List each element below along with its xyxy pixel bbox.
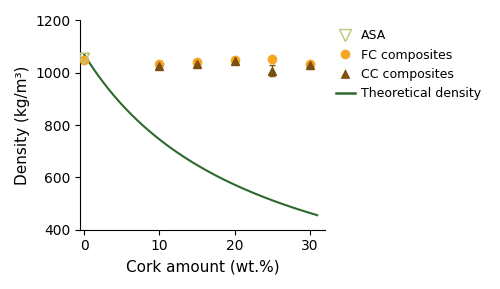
X-axis label: Cork amount (wt.%): Cork amount (wt.%) xyxy=(126,259,280,274)
Point xyxy=(80,56,88,61)
Legend: ASA, FC composites, CC composites, Theoretical density: ASA, FC composites, CC composites, Theor… xyxy=(334,27,484,103)
Y-axis label: Density (kg/m³): Density (kg/m³) xyxy=(15,65,30,185)
